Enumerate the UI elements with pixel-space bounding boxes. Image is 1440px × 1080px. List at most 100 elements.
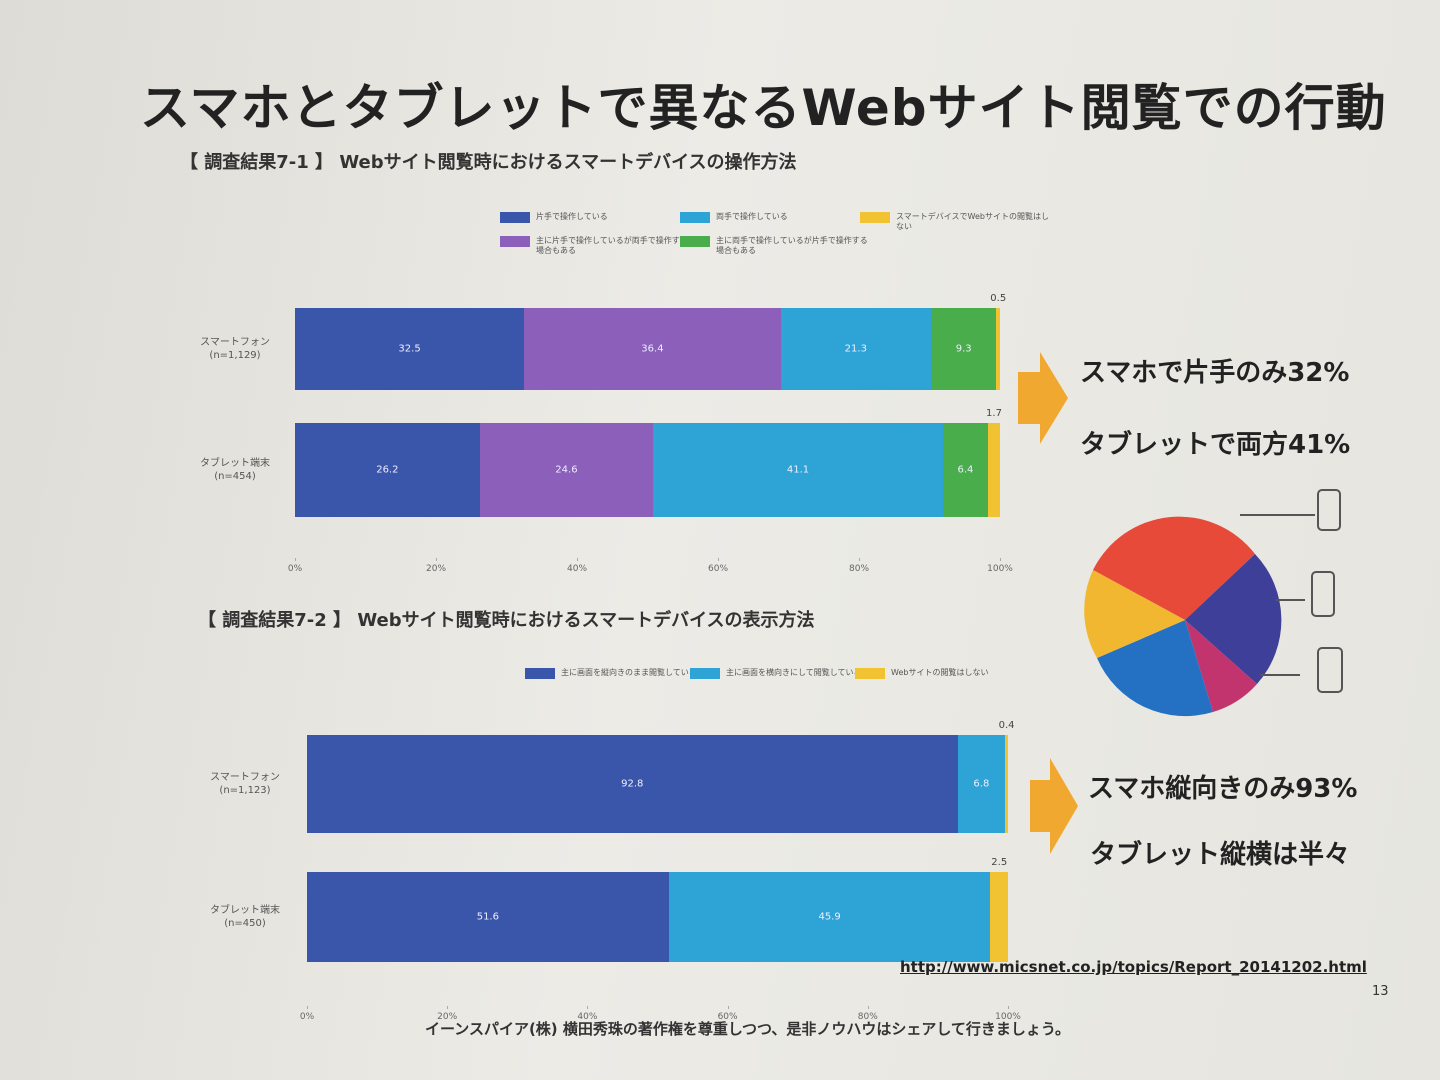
x-tick-label: 0% <box>299 1012 315 1022</box>
chart-subtitle: 【 調査結果7-2 】 Webサイト閲覧時におけるスマートデバイスの表示方法 <box>198 610 815 631</box>
bar-segment <box>307 735 958 833</box>
legend-item: 主に両手で操作しているが片手で操作する場合もある <box>680 236 870 256</box>
legend-swatch <box>680 212 710 223</box>
legend-item: 主に片手で操作しているが両手で操作する場合もある <box>500 236 690 256</box>
data-label: 36.4 <box>641 343 664 355</box>
data-label: 51.6 <box>476 911 499 923</box>
legend-label: Webサイトの閲覧はしない <box>891 668 989 677</box>
legend-item: 片手で操作している <box>500 212 690 223</box>
data-label: 9.3 <box>955 343 972 355</box>
legend-item: 主に画面を横向きにして閲覧している <box>690 668 880 679</box>
legend-item: Webサイトの閲覧はしない <box>855 668 1045 679</box>
tick-mark <box>727 1006 729 1009</box>
legend-label: スマートデバイスでWebサイトの閲覧はしない <box>896 212 1049 231</box>
tick-mark <box>1008 1006 1009 1009</box>
bar-segment <box>653 423 943 517</box>
x-tick-label: 20% <box>425 564 447 574</box>
x-tick-label: 80% <box>857 1012 878 1022</box>
data-label: 2.5 <box>991 857 1008 868</box>
bar-segment <box>295 423 480 517</box>
data-label: 1.7 <box>986 408 1002 419</box>
legend-label: 主に画面を横向きにして閲覧している <box>726 668 862 677</box>
bar-segment <box>988 423 1000 517</box>
callout: タブレットで両方41% <box>1080 430 1351 460</box>
x-tick-label: 60% <box>707 564 729 574</box>
data-label: 41.1 <box>786 464 810 476</box>
callout: スマホで片手のみ32% <box>1080 358 1350 388</box>
footer: イーンスパイア(株) 横田秀珠の著作権を尊重しつつ、是非ノウハウはシェアして行き… <box>425 1020 1071 1038</box>
legend-label: 主に画面を縦向きのまま閲覧している <box>561 668 697 677</box>
bar-segment <box>668 872 991 962</box>
tick-mark <box>859 558 860 561</box>
tick-mark <box>447 1006 449 1009</box>
callout: スマホ縦向きのみ93% <box>1088 774 1358 804</box>
x-tick-label: 60% <box>717 1012 738 1022</box>
data-label: 21.3 <box>844 343 867 355</box>
legend-label: 主に両手で操作しているが片手で操作する場合もある <box>716 236 868 255</box>
legend-item: 両手で操作している <box>680 212 870 223</box>
x-tick-label: 40% <box>566 564 588 574</box>
legend-label: 片手で操作している <box>536 212 608 221</box>
tick-mark <box>1000 558 1001 561</box>
data-label: 0.4 <box>998 720 1015 731</box>
legend-item: スマートデバイスでWebサイトの閲覧はしない <box>860 212 1050 232</box>
data-label: 6.8 <box>973 778 990 790</box>
tick-mark <box>307 1006 308 1009</box>
legend-swatch <box>500 236 530 247</box>
hand-icons <box>1240 489 1343 693</box>
data-label: 45.9 <box>818 911 841 923</box>
bar-segment <box>524 308 781 390</box>
legend-label: 両手で操作している <box>716 212 788 221</box>
x-tick-label: 100% <box>995 1012 1021 1022</box>
tick-mark <box>718 558 719 561</box>
chart-subtitle: 【 調査結果7-1 】 Webサイト閲覧時におけるスマートデバイスの操作方法 <box>180 152 797 173</box>
legend-swatch <box>680 236 710 247</box>
x-tick-label: 20% <box>437 1012 458 1022</box>
data-label: 0.5 <box>990 293 1007 304</box>
source-url: http://www.micsnet.co.jp/topics/Report_2… <box>900 958 1367 976</box>
data-label: 6.4 <box>957 464 974 476</box>
arrow <box>1030 758 1078 854</box>
data-label: 24.6 <box>555 464 578 476</box>
legend-swatch <box>855 668 885 679</box>
slide-title: スマホとタブレットで異なるWebサイト閲覧での行動 <box>140 79 1387 137</box>
category-label: スマートフォン (n=1,123) <box>210 772 280 796</box>
legend-label: 主に片手で操作しているが両手で操作する場合もある <box>536 236 688 255</box>
bar-segment <box>930 308 997 390</box>
data-label: 32.5 <box>398 343 421 355</box>
tick-mark <box>436 558 437 561</box>
bar-segment <box>1005 735 1008 833</box>
tick-mark <box>587 1006 589 1009</box>
x-tick-label: 40% <box>577 1012 598 1022</box>
bar-segment <box>307 872 669 962</box>
legend-swatch <box>690 668 720 679</box>
tick-mark <box>295 558 296 561</box>
page-number: 13 <box>1372 984 1389 999</box>
arrow <box>1018 352 1068 444</box>
bar-segment <box>996 308 1000 390</box>
category-label: スマートフォン (n=1,129) <box>200 337 270 361</box>
data-label: 92.8 <box>621 778 644 790</box>
tick-mark <box>867 1006 869 1009</box>
bar-segment <box>295 308 525 390</box>
bar-segment <box>990 872 1008 962</box>
data-label: 26.2 <box>376 464 399 476</box>
x-tick-label: 80% <box>848 564 870 574</box>
category-label: タブレット端末 (n=450) <box>210 905 280 929</box>
pie-illustration <box>1084 516 1282 717</box>
legend-item: 主に画面を縦向きのまま閲覧している <box>525 668 715 679</box>
legend-swatch <box>525 668 555 679</box>
bar-segment <box>957 735 1006 833</box>
legend-swatch <box>500 212 530 223</box>
bar-segment <box>780 308 931 390</box>
x-tick-label: 100% <box>987 564 1013 574</box>
bar-segment <box>479 423 654 517</box>
legend-swatch <box>860 212 890 223</box>
x-tick-label: 0% <box>287 564 303 574</box>
tick-mark <box>577 558 578 561</box>
category-label: タブレット端末 (n=454) <box>200 458 270 482</box>
bar-segment <box>942 423 988 517</box>
callout: タブレット縦横は半々 <box>1090 840 1351 870</box>
